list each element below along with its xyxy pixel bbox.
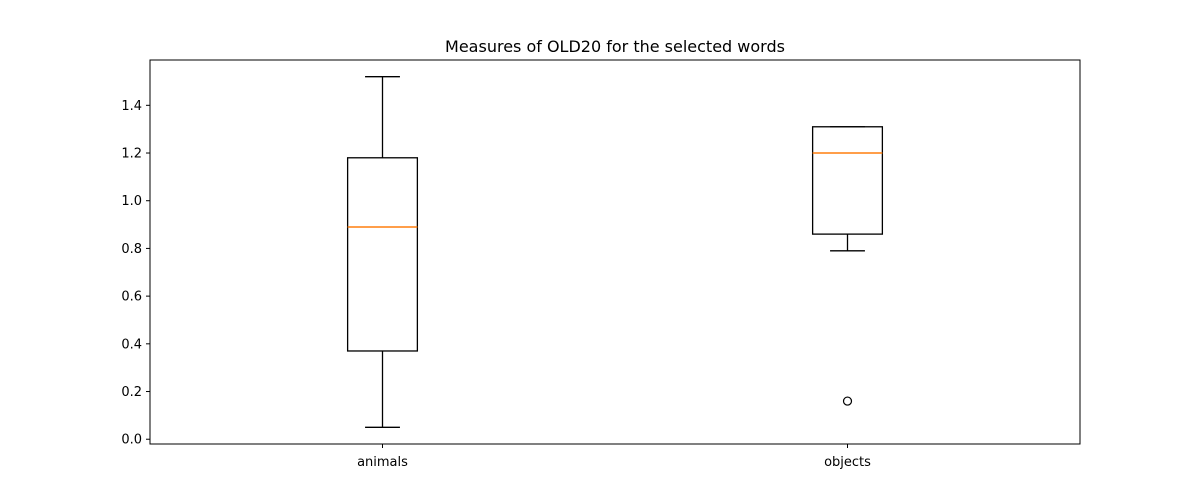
x-tick-label: objects — [824, 455, 871, 470]
outlier-point — [842, 396, 853, 406]
y-tick-label: 0.0 — [121, 433, 142, 448]
x-tick-label: animals — [357, 455, 408, 470]
y-tick-label: 1.0 — [121, 194, 142, 209]
y-tick-label: 0.4 — [121, 337, 142, 352]
box-iqr — [346, 157, 419, 352]
y-axis: 0.0 0.2 0.4 0.6 0.8 1.0 1.2 1.4 — [121, 99, 150, 448]
y-tick-label: 0.2 — [121, 385, 142, 400]
box-iqr — [811, 126, 884, 235]
axes-frame — [149, 59, 1081, 445]
y-tick-label: 0.8 — [121, 242, 142, 257]
plot-area — [346, 76, 884, 428]
box-group-animals — [346, 76, 419, 428]
y-tick-label: 0.6 — [121, 290, 142, 305]
chart-title: Measures of OLD20 for the selected words — [445, 37, 785, 56]
y-tick-label: 1.4 — [121, 99, 142, 114]
x-axis: animals objects — [357, 444, 871, 470]
box-group-objects — [811, 126, 884, 406]
y-tick-label: 1.2 — [121, 147, 142, 162]
